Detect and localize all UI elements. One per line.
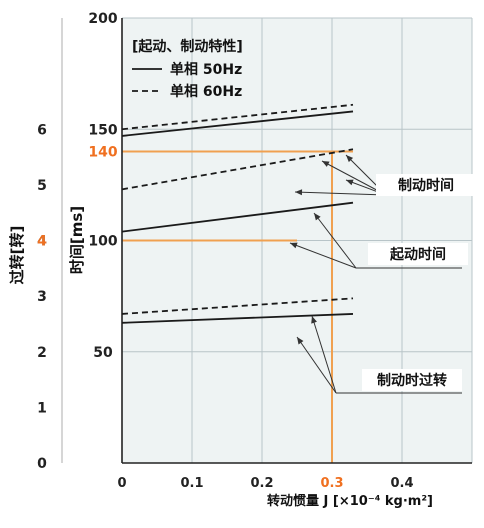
time-highlight-tick: 140 [88,145,117,161]
legend-title: [起动、制动特性] [132,38,243,55]
curve-starting-dashed [121,148,354,191]
annotation-leader-line [313,212,357,269]
annotation-arrowhead [346,155,354,163]
x-tick-label: 0.3 [320,476,343,491]
annotation-leader-line [321,160,387,196]
curve-overrun-solid [121,313,354,324]
turns-tick-label: 6 [37,122,47,138]
turns-tick-label: 4 [37,234,47,250]
turns-tick-label: 0 [37,456,47,472]
annotation-leader-line [289,242,357,269]
annotation-arrowhead [322,161,330,167]
x-tick-label: 0 [117,476,126,491]
turns-axis-title: 过转[转] [8,226,26,285]
time-tick-label: 200 [88,11,117,27]
turns-tick-label: 1 [37,400,47,416]
annotation-leader-line [294,191,387,196]
time-tick-label: 100 [88,234,117,250]
x-tick-label: 0.1 [180,476,203,491]
annotation-arrowhead [295,189,303,196]
annotation-arrowhead [290,242,298,249]
annotation-label: 起动时间 [389,246,446,263]
legend-label: 单相 50Hz [170,61,242,78]
curve-braking-dashed [121,103,354,131]
turns-tick-label: 5 [37,178,47,194]
annotation-leader-line [296,336,337,394]
annotation-arrowhead [314,213,321,221]
x-axis-title: 转动惯量 J [×10⁻⁴ kg·m²] [267,493,433,509]
x-tick-label: 0.4 [390,476,413,491]
annotation-label: 制动时间 [398,177,454,194]
time-axis-title: 时间[ms] [68,206,86,274]
legend-label: 单相 60Hz [170,83,242,100]
time-tick-label: 150 [88,122,117,138]
x-tick-label: 0.2 [250,476,273,491]
curve-starting-solid [121,201,354,233]
annotation-arrowhead [346,179,354,186]
curve-braking-solid [121,110,354,137]
annotation-leader-line [311,315,337,394]
turns-tick-label: 2 [37,345,47,361]
time-tick-label: 50 [93,345,113,361]
annotation-label-bg [368,243,468,265]
annotation-arrowhead [311,316,317,324]
annotation-label: 制动时过转 [377,372,447,389]
annotation-label-bg [362,369,462,391]
turns-tick-label: 3 [37,289,47,305]
annotation-label-bg [376,174,476,196]
turns-highlight-tick: 4 [37,234,47,250]
curve-overrun-dashed [121,297,354,315]
annotation-arrowhead [297,337,304,345]
